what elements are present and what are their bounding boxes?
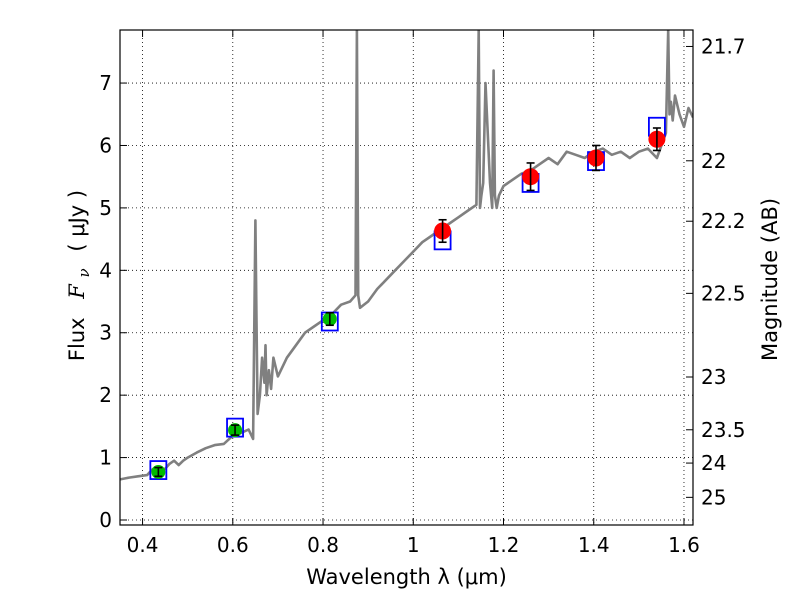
y-axis-title-unit: ( μJy )	[65, 190, 89, 252]
spectrum-line	[120, 30, 693, 481]
x-tick-label: 0.4	[127, 533, 159, 557]
y-tick-label: 6	[99, 133, 112, 157]
y-tick-label: 1	[99, 446, 112, 470]
x-tick-label: 1	[407, 533, 420, 557]
y-tick-label: 4	[99, 258, 112, 282]
y2-tick-label: 24	[701, 451, 726, 475]
spectrum-layer	[120, 30, 693, 481]
gridlines	[120, 30, 693, 525]
y2-tick-label: 25	[701, 485, 726, 509]
plot-frame	[119, 29, 694, 526]
y2-tick-label: 22	[701, 149, 726, 173]
x-tick-label: 0.6	[217, 533, 249, 557]
model-photometry-box	[149, 460, 168, 480]
x-tick-label: 0.8	[307, 533, 339, 557]
y-tick-label: 2	[99, 383, 112, 407]
y-axis-title: Flux F ν ( μJy )	[65, 190, 94, 361]
y-axis-title-subscript: ν	[75, 268, 93, 277]
x-tick-label: 1.4	[578, 533, 610, 557]
y2-tick-label: 23	[701, 365, 726, 389]
y-axis-title-symbol: F	[65, 283, 89, 300]
x-axis-title: Wavelength λ (μm)	[306, 565, 507, 589]
svg-text:Flux F ν ( μ: Flux F ν ( μJy )	[65, 190, 94, 361]
x-tick-label: 1.6	[668, 533, 700, 557]
y-tick-label: 5	[99, 196, 112, 220]
y2-tick-label: 23.5	[701, 418, 746, 442]
x-tick-label: 1.2	[488, 533, 520, 557]
y-tick-label: 3	[99, 321, 112, 345]
photometry-points	[149, 116, 666, 480]
axis-tick-labels: 0.4 0.6 0.8 1 1.2 1.4 1.60123456721.72222.222.…	[99, 34, 745, 557]
y2-tick-label: 21.7	[701, 34, 746, 58]
y-tick-label: 0	[99, 508, 112, 532]
y-axis-title-text: Flux	[65, 317, 89, 361]
y2-tick-label: 22.5	[701, 281, 746, 305]
y-tick-label: 7	[99, 71, 112, 95]
axis-ticks	[120, 30, 693, 525]
y2-tick-label: 22.2	[701, 209, 746, 233]
y2-axis-title: Magnitude (AB)	[758, 198, 782, 361]
